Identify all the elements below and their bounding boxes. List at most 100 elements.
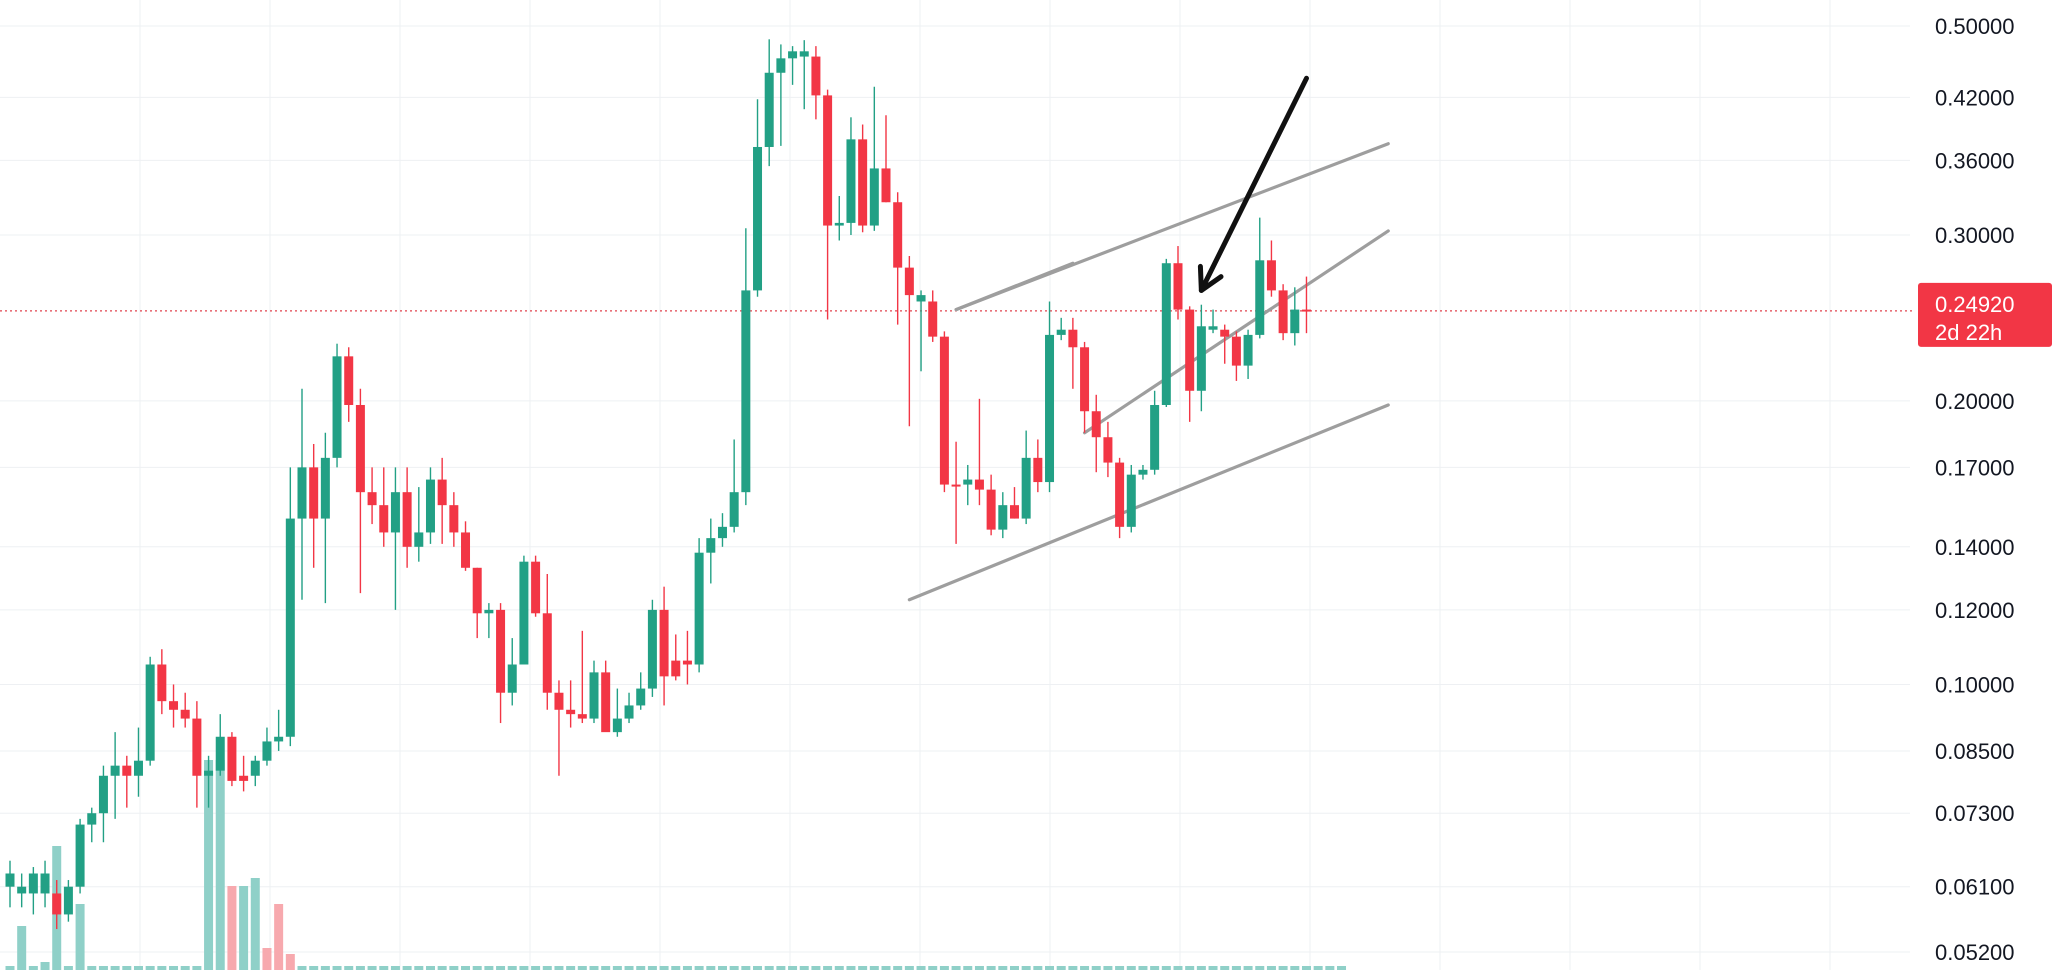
candle [379, 467, 389, 547]
trendlines[interactable] [907, 142, 1390, 602]
candle-body [1161, 263, 1171, 405]
candle-body [1021, 457, 1031, 519]
candle-body [799, 51, 809, 57]
candle-body [28, 873, 38, 894]
volume-bar [1115, 966, 1125, 970]
volume-bar [1173, 966, 1183, 970]
candle-body [963, 479, 973, 485]
candle [28, 867, 38, 915]
candle [180, 692, 190, 728]
candle-body [542, 613, 552, 693]
candle [963, 464, 973, 506]
candle [893, 192, 903, 325]
candle [110, 732, 120, 819]
candle-body [729, 492, 739, 527]
trendline-channel-lower[interactable] [907, 403, 1390, 602]
candle [309, 443, 319, 568]
volume-bar [320, 966, 330, 970]
current-price-label: 0.24920 [1935, 292, 2015, 317]
arrow-head[interactable] [1197, 263, 1224, 293]
volume-bar [951, 966, 961, 970]
volume-bar [425, 966, 435, 970]
volume-bar [122, 966, 132, 970]
volume-bar [823, 966, 833, 970]
candle [858, 124, 868, 233]
trendline-wedge-upper-start[interactable] [954, 261, 1075, 312]
candle [811, 46, 821, 120]
candle-body [624, 705, 634, 719]
volume-bar [764, 966, 774, 970]
volume-bar [309, 966, 319, 970]
candle-body [554, 692, 564, 710]
candle-body [87, 813, 97, 825]
volume-bar [542, 966, 552, 970]
volume-bar [496, 966, 506, 970]
candle [145, 656, 155, 766]
candle-body [461, 532, 471, 568]
candle-body [449, 505, 459, 533]
candle [87, 807, 97, 843]
volume-bar [262, 948, 272, 970]
candle-body [157, 664, 167, 702]
volume-bar [881, 966, 891, 970]
volume-bar [285, 954, 295, 970]
candle-body [916, 295, 926, 302]
candle [1220, 324, 1230, 364]
candle [939, 331, 949, 493]
candle-body [1091, 411, 1101, 438]
candle-body [215, 736, 225, 771]
candle [98, 765, 108, 843]
volume-bar [274, 904, 284, 970]
candle [729, 439, 739, 533]
candle [1138, 464, 1148, 480]
candle [636, 672, 646, 710]
candle [414, 487, 424, 562]
candle-body [5, 873, 15, 887]
candle [75, 818, 85, 894]
volume-bar [1196, 966, 1206, 970]
candle [554, 680, 564, 776]
price-axis-tick-label: 0.12000 [1935, 598, 2015, 623]
candle [1045, 301, 1055, 493]
candle [928, 290, 938, 342]
candle [472, 567, 482, 639]
volume-bars [5, 760, 1347, 970]
candle-body [379, 505, 389, 533]
candle-body [846, 139, 856, 223]
volume-bar [729, 966, 739, 970]
candle [1033, 439, 1043, 493]
candle-body [1196, 326, 1206, 391]
volume-bar [893, 966, 903, 970]
volume-bar [916, 966, 926, 970]
volume-bar [1313, 966, 1323, 970]
grid-lines [0, 0, 1910, 970]
candle [437, 457, 447, 544]
volume-bar [1138, 966, 1148, 970]
candle [1173, 246, 1183, 320]
candle-body [531, 561, 541, 614]
candle [799, 40, 809, 110]
candle [1115, 457, 1125, 539]
candle-body [332, 356, 342, 458]
candle-body [659, 609, 669, 677]
volume-bar [1009, 966, 1019, 970]
volume-bar [98, 966, 108, 970]
volume-bar [110, 966, 120, 970]
candle-body [297, 467, 307, 519]
candle [496, 603, 506, 724]
volume-bar [717, 966, 727, 970]
volume-bar [1068, 966, 1078, 970]
arrow-shaft[interactable] [1198, 75, 1309, 293]
annotation-arrow[interactable] [1197, 75, 1309, 293]
candle [881, 115, 891, 203]
candle-body [122, 765, 132, 776]
volume-bar [577, 966, 587, 970]
volume-bar [624, 966, 634, 970]
volume-bar [612, 966, 622, 970]
candle-body [1126, 474, 1136, 527]
price-axis[interactable]: 0.50000 0.42000 0.36000 0.30000 0.20000 0.170… [1935, 14, 2015, 965]
candle [916, 290, 926, 372]
price-axis-tick-label: 0.10000 [1935, 672, 2015, 697]
